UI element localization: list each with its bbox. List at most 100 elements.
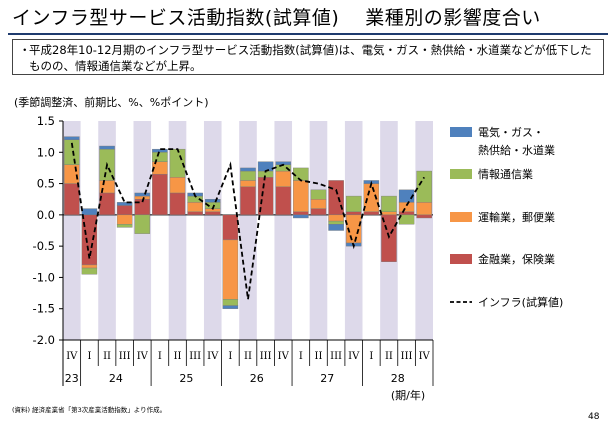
legend-swatch bbox=[450, 254, 472, 264]
bar-segment bbox=[222, 299, 239, 306]
bar-segment bbox=[222, 239, 239, 300]
x-axis-labels: IV I II III IV I II III IV I II III IV I II III IV I II III… bbox=[65, 351, 431, 402]
legend-swatch bbox=[450, 169, 472, 179]
shaded-band bbox=[415, 121, 433, 340]
infra-line bbox=[70, 142, 425, 300]
bar-segment bbox=[64, 164, 80, 184]
source-note: (資料) 経済産業省「第3次産業活動指数」より作成。 bbox=[12, 406, 167, 414]
bar-segment bbox=[204, 199, 221, 203]
summary-box: ・ 平成28年10-12月期のインフラ型サービス活動指数(試算値)は、電気・ガス… bbox=[12, 39, 604, 75]
bar-segment bbox=[381, 211, 397, 216]
bar-segment bbox=[398, 202, 415, 212]
bar-segment bbox=[152, 148, 168, 153]
quarter-label: III bbox=[260, 351, 272, 362]
bar-segment bbox=[169, 192, 186, 216]
title-suffix: 業種別の影響度合い bbox=[365, 7, 541, 29]
quarter-label: IV bbox=[278, 351, 290, 362]
quarter-label: II bbox=[315, 351, 323, 362]
bar-segment bbox=[310, 208, 327, 216]
quarter-label: I bbox=[87, 351, 91, 362]
bar-segment bbox=[116, 205, 133, 216]
year-label: 23 bbox=[65, 372, 79, 385]
bar-segment bbox=[293, 167, 309, 181]
bar-segment bbox=[416, 170, 432, 203]
bar-segment bbox=[116, 224, 133, 228]
quarter-label: III bbox=[119, 351, 131, 362]
bar-segment bbox=[240, 167, 256, 172]
legend-label: 運輸業，郵便業 bbox=[478, 210, 555, 224]
bar-segment bbox=[152, 173, 168, 216]
bar-segment bbox=[134, 192, 151, 197]
year-label: 26 bbox=[250, 372, 264, 385]
bar-segment bbox=[187, 202, 203, 212]
year-label: 24 bbox=[109, 372, 123, 385]
bar-segment bbox=[293, 211, 309, 216]
y-tick-label: 0.5 bbox=[37, 177, 55, 191]
bar-segment bbox=[222, 214, 239, 241]
bar-segment bbox=[81, 267, 98, 275]
title-divider bbox=[8, 33, 608, 35]
quarter-label: II bbox=[385, 351, 393, 362]
bar-segment bbox=[416, 202, 432, 216]
summary-text: 平成28年10-12月期のインフラ型サービス活動指数(試算値)は、電気・ガス・熱… bbox=[29, 43, 592, 73]
quarter-label: III bbox=[401, 351, 413, 362]
bar-segment bbox=[169, 177, 186, 194]
quarter-label: I bbox=[369, 351, 373, 362]
bar-segment bbox=[293, 214, 309, 219]
quarter-label: II bbox=[174, 351, 182, 362]
bar-segment bbox=[275, 186, 292, 216]
legend-label: インフラ(試算値) bbox=[478, 295, 563, 309]
y-tick-label: -1.0 bbox=[33, 270, 55, 284]
quarter-label: IV bbox=[137, 351, 149, 362]
bar-segment bbox=[222, 305, 239, 309]
quarter-label: IV bbox=[348, 351, 360, 362]
bar-segment bbox=[240, 180, 256, 187]
shaded-band bbox=[239, 121, 257, 340]
y-tick-label: -0.5 bbox=[33, 239, 55, 253]
quarter-label: II bbox=[244, 351, 252, 362]
y-tick-label: 1.0 bbox=[37, 145, 55, 159]
bar-segment bbox=[116, 202, 133, 206]
bar-segment bbox=[134, 214, 151, 234]
year-label: 27 bbox=[320, 372, 334, 385]
bar-segment bbox=[416, 214, 432, 219]
shaded-band bbox=[274, 121, 293, 340]
quarter-label: IV bbox=[207, 351, 219, 362]
bar-segment bbox=[99, 145, 115, 150]
page-title: インフラ型サービス活動指数(試算値) 業種別の影響度合い bbox=[12, 3, 612, 30]
bar-segment bbox=[328, 224, 344, 231]
legend-label: 熱供給・水道業 bbox=[478, 143, 555, 157]
bar-segment bbox=[398, 211, 415, 216]
bar-segment bbox=[187, 211, 203, 216]
bar-segment bbox=[310, 189, 327, 200]
bar-segment bbox=[257, 161, 274, 172]
quarter-label: III bbox=[189, 351, 201, 362]
bar-segment bbox=[64, 136, 80, 140]
bar-stacks bbox=[64, 136, 432, 309]
bar-segment bbox=[293, 180, 309, 212]
quarter-label: I bbox=[299, 351, 303, 362]
legend-label: 電気・ガス・ bbox=[478, 125, 544, 139]
y-axis-labels: 1.5 1.0 0.5 0.0 -0.5 -1.0 -1.5 -2.0 bbox=[33, 114, 55, 347]
bar-segment bbox=[345, 211, 362, 216]
bar-segment bbox=[81, 208, 98, 216]
quarter-label: II bbox=[103, 351, 111, 362]
bar-segment bbox=[81, 264, 98, 269]
bar-segment bbox=[328, 220, 344, 225]
bar-segment bbox=[310, 199, 327, 209]
bar-segment bbox=[240, 186, 256, 216]
quarter-label: I bbox=[158, 351, 162, 362]
bar-segment bbox=[204, 211, 221, 216]
legend-swatch bbox=[450, 127, 472, 137]
quarter-label: IV bbox=[66, 351, 78, 362]
y-tick-label: -2.0 bbox=[33, 333, 55, 347]
shaded-band bbox=[309, 121, 328, 340]
summary-bullet: ・ bbox=[19, 43, 31, 57]
bar-segment bbox=[134, 195, 151, 200]
quarter-label: III bbox=[330, 351, 342, 362]
year-label: 25 bbox=[179, 372, 193, 385]
quarter-label: IV bbox=[419, 351, 431, 362]
bar-segment bbox=[275, 170, 292, 187]
year-label: 28 bbox=[391, 372, 405, 385]
